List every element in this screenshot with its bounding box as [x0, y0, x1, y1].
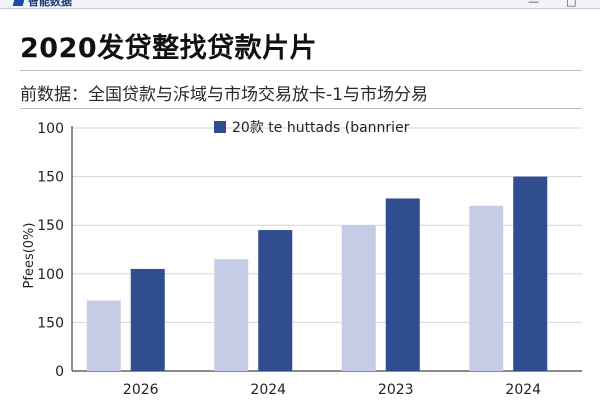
y-tick-label: 100 — [37, 121, 64, 137]
bar-series-1 — [469, 205, 504, 371]
y-tick-label: 100 — [37, 267, 64, 283]
title-divider — [20, 70, 582, 71]
y-tick-label: 150 — [37, 315, 64, 331]
app-brand: 智能数据 — [12, 0, 72, 8]
bar-series-2 — [513, 176, 548, 371]
bar-series-1 — [214, 259, 249, 371]
bar-series-2 — [130, 268, 165, 371]
maximize-icon[interactable]: □ — [566, 0, 577, 8]
x-tick-label: 2024 — [250, 382, 286, 398]
window-titlebar: 智能数据 — □ — [0, 0, 600, 9]
brand-name: 智能数据 — [28, 0, 72, 8]
bar-series-2 — [385, 198, 420, 371]
bar-series-2 — [258, 230, 293, 371]
y-tick-label: 150 — [37, 170, 64, 186]
y-axis-label: Pfees(0%) — [22, 223, 37, 289]
y-tick-label: 0 — [55, 364, 64, 380]
legend-label: 20款 te huttads (bannrier — [232, 120, 410, 136]
x-tick-label: 2024 — [505, 382, 541, 398]
x-tick-label: 2026 — [123, 382, 159, 398]
bar-series-1 — [86, 300, 121, 371]
bar-series-1 — [341, 225, 376, 371]
legend-swatch — [214, 121, 226, 133]
subtitle-divider — [20, 108, 582, 109]
minimize-icon[interactable]: — — [528, 0, 539, 8]
page-title: 2020发贷整找贷款片片 — [20, 33, 318, 64]
y-tick-label: 150 — [37, 218, 64, 234]
page-subtitle: 前数据：全国贷款与泝域与市场交易放卡-1与市场分易 — [20, 85, 428, 105]
x-tick-label: 2023 — [378, 382, 414, 398]
